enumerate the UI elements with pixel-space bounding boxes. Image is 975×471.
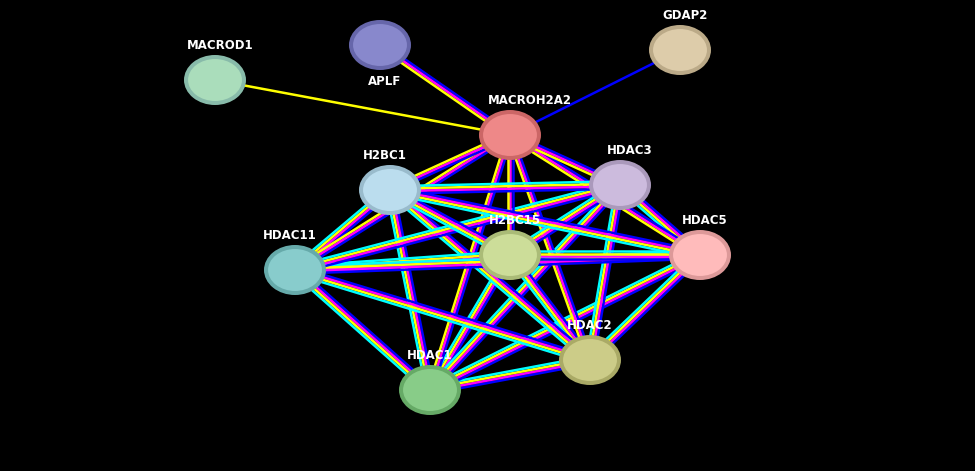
Text: MACROD1: MACROD1 xyxy=(186,39,254,52)
Ellipse shape xyxy=(592,163,648,207)
Ellipse shape xyxy=(482,113,538,157)
Ellipse shape xyxy=(479,230,541,280)
Text: H2BC1: H2BC1 xyxy=(363,149,407,162)
Text: HDAC5: HDAC5 xyxy=(682,214,728,227)
Text: HDAC3: HDAC3 xyxy=(607,144,653,157)
Ellipse shape xyxy=(264,245,326,295)
Ellipse shape xyxy=(359,165,421,215)
Ellipse shape xyxy=(479,110,541,160)
Ellipse shape xyxy=(402,368,458,412)
Ellipse shape xyxy=(559,335,621,385)
Text: HDAC1: HDAC1 xyxy=(408,349,452,362)
Ellipse shape xyxy=(672,233,728,277)
Ellipse shape xyxy=(352,23,408,67)
Ellipse shape xyxy=(399,365,461,415)
Text: HDAC11: HDAC11 xyxy=(263,229,317,242)
Ellipse shape xyxy=(562,338,618,382)
Text: HDAC2: HDAC2 xyxy=(567,319,613,332)
Ellipse shape xyxy=(184,55,246,105)
Ellipse shape xyxy=(362,168,418,212)
Ellipse shape xyxy=(267,248,323,292)
Ellipse shape xyxy=(589,160,651,210)
Ellipse shape xyxy=(482,233,538,277)
Text: MACROH2A2: MACROH2A2 xyxy=(488,94,572,107)
Ellipse shape xyxy=(669,230,731,280)
Text: H2BC15: H2BC15 xyxy=(488,214,541,227)
Ellipse shape xyxy=(349,20,411,70)
Text: GDAP2: GDAP2 xyxy=(662,9,708,22)
Ellipse shape xyxy=(187,58,243,102)
Ellipse shape xyxy=(649,25,711,75)
Text: APLF: APLF xyxy=(369,75,402,88)
Ellipse shape xyxy=(652,28,708,72)
